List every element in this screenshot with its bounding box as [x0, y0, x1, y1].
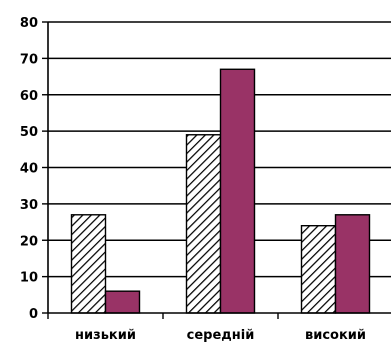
- x-category-label: високий: [305, 328, 366, 343]
- y-tick-label: 80: [20, 16, 38, 31]
- bar: [104, 290, 141, 314]
- y-tick-label: 0: [29, 307, 38, 322]
- y-tick-label: 20: [20, 234, 38, 249]
- bar: [300, 224, 337, 314]
- axes: [42, 21, 391, 319]
- bar: [334, 214, 371, 314]
- y-tick-label: 30: [20, 198, 38, 213]
- y-tick-label: 70: [20, 52, 38, 67]
- y-tick-label: 10: [20, 271, 38, 286]
- y-tick-label: 60: [20, 89, 38, 104]
- x-category-label: середній: [187, 328, 255, 343]
- x-category-label: низький: [75, 328, 136, 343]
- bar: [70, 214, 107, 314]
- y-tick-labels: 0 10 20 30 40 50 60 70 80: [20, 16, 38, 322]
- y-tick-label: 40: [20, 162, 38, 177]
- bar: [185, 134, 222, 314]
- y-tick-label: 50: [20, 125, 38, 140]
- x-category-labels: низький середній високий: [75, 328, 366, 343]
- bars: [70, 68, 371, 314]
- bar: [219, 68, 256, 314]
